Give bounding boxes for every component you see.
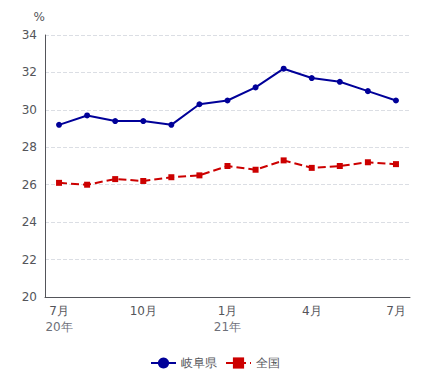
svg-text:26: 26 xyxy=(22,178,37,192)
svg-text:岐阜県: 岐阜県 xyxy=(181,356,217,370)
svg-text:%: % xyxy=(34,10,45,24)
svg-text:1月: 1月 xyxy=(218,304,238,318)
svg-text:21年: 21年 xyxy=(214,320,241,334)
svg-text:7月: 7月 xyxy=(386,304,406,318)
svg-text:全国: 全国 xyxy=(256,356,280,370)
svg-text:4月: 4月 xyxy=(302,304,322,318)
svg-text:20: 20 xyxy=(22,290,37,304)
svg-text:7月: 7月 xyxy=(49,304,69,318)
svg-text:24: 24 xyxy=(22,215,37,229)
svg-text:30: 30 xyxy=(22,103,37,117)
svg-text:28: 28 xyxy=(22,140,37,154)
svg-text:32: 32 xyxy=(22,65,37,79)
svg-text:10月: 10月 xyxy=(130,304,157,318)
svg-text:20年: 20年 xyxy=(45,320,72,334)
svg-text:34: 34 xyxy=(22,28,37,42)
svg-text:22: 22 xyxy=(22,253,37,267)
